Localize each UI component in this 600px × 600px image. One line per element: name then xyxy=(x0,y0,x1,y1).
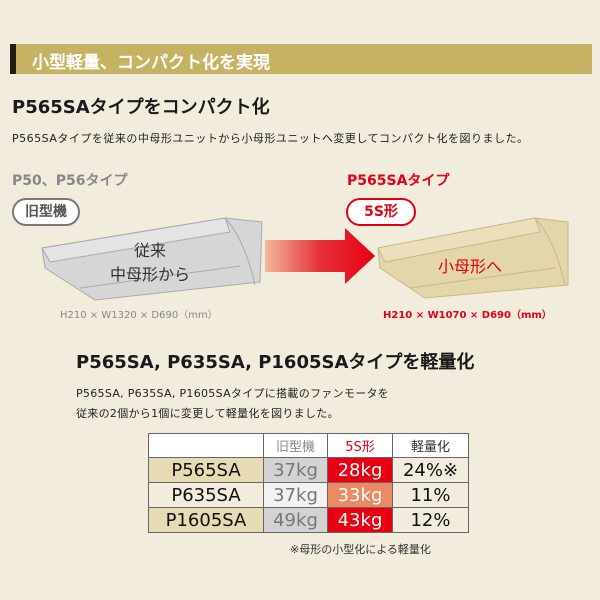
old-weight-cell: 37kg xyxy=(263,482,328,508)
new-weight-cell: 43kg xyxy=(327,507,393,533)
model-cell: P565SA xyxy=(148,457,264,483)
reduction-cell: 12% xyxy=(392,507,469,533)
section1-description: P565SAタイプを従来の中母形ユニットから小母形ユニットへ変更してコンパクト化… xyxy=(12,132,529,145)
old-weight-cell: 37kg xyxy=(263,457,328,483)
footnote: ※母形の小型化による軽量化 xyxy=(290,543,431,556)
banner-title: 小型軽量、コンパクト化を実現 xyxy=(32,53,270,73)
section2-heading: P565SA, P635SA, P1605SAタイプを軽量化 xyxy=(76,352,475,373)
weight-table: 旧型機 5S形 軽量化 P565SA 37kg 28kg 24%※ P635SA… xyxy=(148,433,469,533)
model-cell: P1605SA xyxy=(148,507,264,533)
old-weight-cell: 49kg xyxy=(263,507,328,533)
old-unit-label-2: 中母形から xyxy=(110,265,190,284)
description-line: 従来の2個から1個に変更して軽量化を図りました。 xyxy=(76,407,339,420)
table-row: P565SA 37kg 28kg 24%※ xyxy=(148,457,469,483)
header-cell xyxy=(148,433,264,458)
section-banner: 小型軽量、コンパクト化を実現 xyxy=(10,44,592,74)
old-type-label: P50、P56タイプ xyxy=(12,173,128,189)
new-weight-cell: 28kg xyxy=(327,457,393,483)
header-cell: 旧型機 xyxy=(263,433,328,458)
new-type-label: P565SAタイプ xyxy=(347,173,450,189)
header-cell: 5S形 xyxy=(327,433,393,458)
arrow-icon xyxy=(265,228,375,284)
section1-heading: P565SAタイプをコンパクト化 xyxy=(12,97,270,118)
table-header-row: 旧型機 5S形 軽量化 xyxy=(148,433,469,458)
reduction-cell: 11% xyxy=(392,482,469,508)
table-row: P1605SA 49kg 43kg 12% xyxy=(148,507,469,533)
new-weight-cell: 33kg xyxy=(327,482,393,508)
header-cell: 軽量化 xyxy=(392,433,469,458)
old-unit-label-1: 従来 xyxy=(134,241,166,260)
description-line: P565SA, P635SA, P1605SAタイプに搭載のファンモータを xyxy=(76,387,390,400)
reduction-cell: 24%※ xyxy=(392,457,469,483)
old-unit-image xyxy=(41,217,263,301)
new-dimensions: H210 × W1070 × D690（mm） xyxy=(383,310,552,321)
unit-comparison-illustration: 従来 中母形から 小母形へ xyxy=(41,217,569,301)
model-cell: P635SA xyxy=(148,482,264,508)
old-dimensions: H210 × W1320 × D690（mm） xyxy=(60,310,218,321)
table-row: P635SA 37kg 33kg 11% xyxy=(148,482,469,508)
new-unit-label: 小母形へ xyxy=(438,257,502,276)
old-model-badge: 旧型機 xyxy=(12,198,80,226)
new-unit-image xyxy=(377,217,569,299)
new-model-badge: 5S形 xyxy=(346,198,416,226)
section2-description: P565SA, P635SA, P1605SAタイプに搭載のファンモータを 従来… xyxy=(76,384,389,424)
